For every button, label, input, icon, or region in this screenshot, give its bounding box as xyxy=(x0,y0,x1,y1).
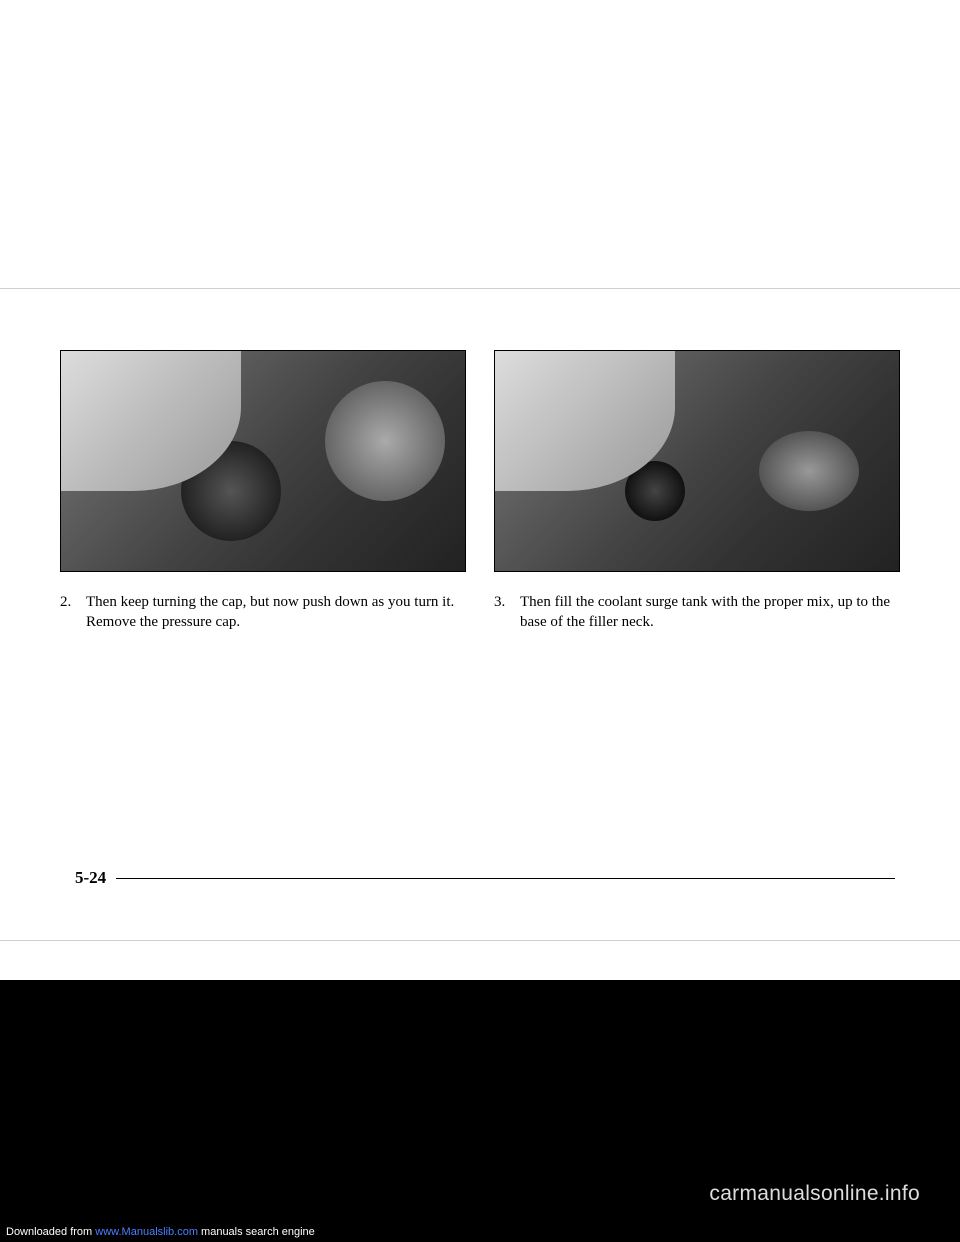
caption-step-2: 2. Then keep turning the cap, but now pu… xyxy=(60,592,466,633)
figures-row xyxy=(60,350,900,572)
watermark-source: Downloaded from www.Manualslib.com manua… xyxy=(6,1226,315,1238)
footer-rule xyxy=(116,878,895,879)
step-text: Then fill the coolant surge tank with th… xyxy=(520,592,900,633)
figure-step-2 xyxy=(60,350,466,572)
figure-step-3 xyxy=(494,350,900,572)
manual-page: 2. Then keep turning the cap, but now pu… xyxy=(0,0,960,980)
watermark-suffix: manuals search engine xyxy=(198,1226,315,1238)
captions-row: 2. Then keep turning the cap, but now pu… xyxy=(60,592,900,633)
watermark-link: www.Manualslib.com xyxy=(95,1226,198,1238)
caption-step-3: 3. Then fill the coolant surge tank with… xyxy=(494,592,900,633)
photo-illustration xyxy=(495,351,675,491)
bottom-divider xyxy=(0,940,960,941)
watermark-site: carmanualsonline.info xyxy=(709,1182,920,1206)
photo-illustration xyxy=(61,351,241,491)
page-number: 5-24 xyxy=(75,868,106,888)
step-text: Then keep turning the cap, but now push … xyxy=(86,592,466,633)
top-divider xyxy=(0,288,960,289)
step-number: 2. xyxy=(60,592,78,633)
page-footer: 5-24 xyxy=(75,868,895,888)
watermark-prefix: Downloaded from xyxy=(6,1226,95,1238)
step-number: 3. xyxy=(494,592,512,633)
content-area: 2. Then keep turning the cap, but now pu… xyxy=(60,350,900,633)
